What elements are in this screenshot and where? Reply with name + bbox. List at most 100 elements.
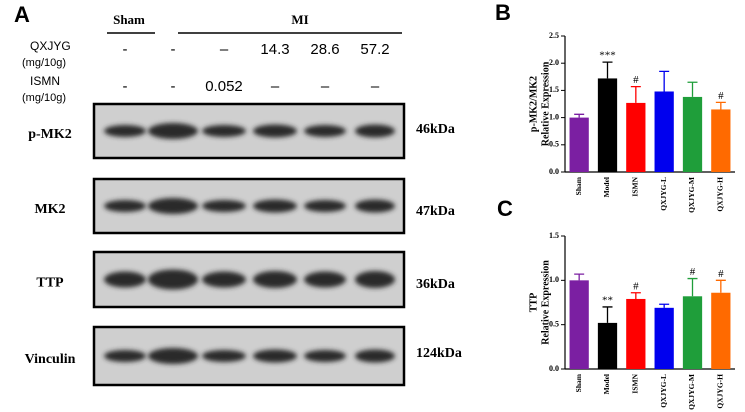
bar [711,292,731,369]
y-tick-label: 0.5 [549,140,559,149]
x-tick-label: Model [602,374,611,394]
band [253,124,297,138]
band [355,349,395,363]
error-bar [715,279,726,293]
band [304,350,346,362]
dose: – [321,78,330,95]
significance: ** [602,294,613,306]
y-tick-label: 0.5 [549,319,559,328]
band [104,125,146,137]
protein-name: TTP [36,276,64,291]
treatment-unit: (mg/10g) [22,92,66,104]
band [253,199,297,213]
protein-size: 47kDa [416,204,455,219]
bar [654,307,674,369]
protein-name: MK2 [34,202,65,217]
x-tick-label: QXJYG-M [687,374,696,410]
y-tick-label: 1.5 [549,85,559,94]
y-tick-label: 1.0 [549,275,559,284]
y-tick-label: 0.0 [549,364,559,373]
error-bar [715,101,726,110]
error-bar [659,70,670,92]
significance: # [690,266,696,278]
band [304,125,346,137]
error-bar [630,85,641,103]
y-tick-label: 2.0 [549,58,559,67]
dose: – [271,78,280,95]
y-tick-label: 2.5 [549,31,559,40]
dose: 0.052 [205,78,243,95]
dose: – [371,78,380,95]
band [148,198,198,214]
x-tick-label: Model [602,177,611,197]
protein-size: 124kDa [416,346,462,361]
band [104,350,146,362]
x-tick-label: QXJYG-M [687,177,696,213]
x-tick-label: QXJYG-L [659,374,668,408]
bar [654,91,674,172]
x-tick-label: QXJYG-H [716,374,725,409]
bar [597,322,618,369]
bar [626,102,646,172]
band [355,124,395,138]
band [148,269,198,290]
treatment-name: ISMN [30,74,60,88]
protein-name: Vinculin [25,352,76,367]
dose: - [171,41,176,58]
x-tick-label: Sham [574,176,583,195]
band [304,200,346,212]
protein-size: 36kDa [416,277,455,292]
significance: # [718,90,724,102]
band [148,348,198,364]
x-tick-label: QXJYG-L [659,177,668,211]
significance: # [718,268,724,280]
dose: - [171,78,176,95]
error-bar [630,292,641,299]
band [304,271,346,288]
protein-size: 46kDa [416,122,455,137]
band [202,271,246,288]
band [355,199,395,213]
error-bar [602,61,613,79]
band [104,200,146,212]
treatment-name: QXJYG [30,39,71,53]
error-bar [659,303,670,308]
bar [711,109,731,172]
y-axis-label: TTP [528,293,539,312]
band [355,271,395,288]
panel-letter: B [495,0,511,25]
band [202,125,246,137]
y-tick-label: 1.5 [549,231,559,240]
panel-letter: A [14,2,30,27]
dose: 14.3 [260,41,289,58]
significance: # [633,74,639,86]
dose: - [123,78,128,95]
dose: – [220,41,229,58]
x-tick-label: ISMN [631,373,640,393]
dose: - [123,41,128,58]
error-bar [687,81,698,97]
band [253,271,297,288]
band [202,350,246,362]
group-label: Sham [113,12,145,27]
error-bar [574,273,585,281]
bar [597,78,618,172]
band [253,349,297,363]
y-tick-label: 0.0 [549,167,559,176]
band [202,200,246,212]
panel-letter: C [497,196,513,221]
band [148,123,198,139]
dose: 28.6 [310,41,339,58]
protein-name: p-MK2 [28,127,72,142]
bar [569,117,589,172]
significance: # [633,280,639,292]
error-bar [687,277,698,297]
x-tick-label: QXJYG-H [716,177,725,212]
bar [682,296,703,369]
band [104,271,146,288]
significance: *** [599,50,616,62]
bar [569,280,589,369]
y-axis-label: Relative Expression [540,260,551,345]
error-bar [574,113,585,118]
